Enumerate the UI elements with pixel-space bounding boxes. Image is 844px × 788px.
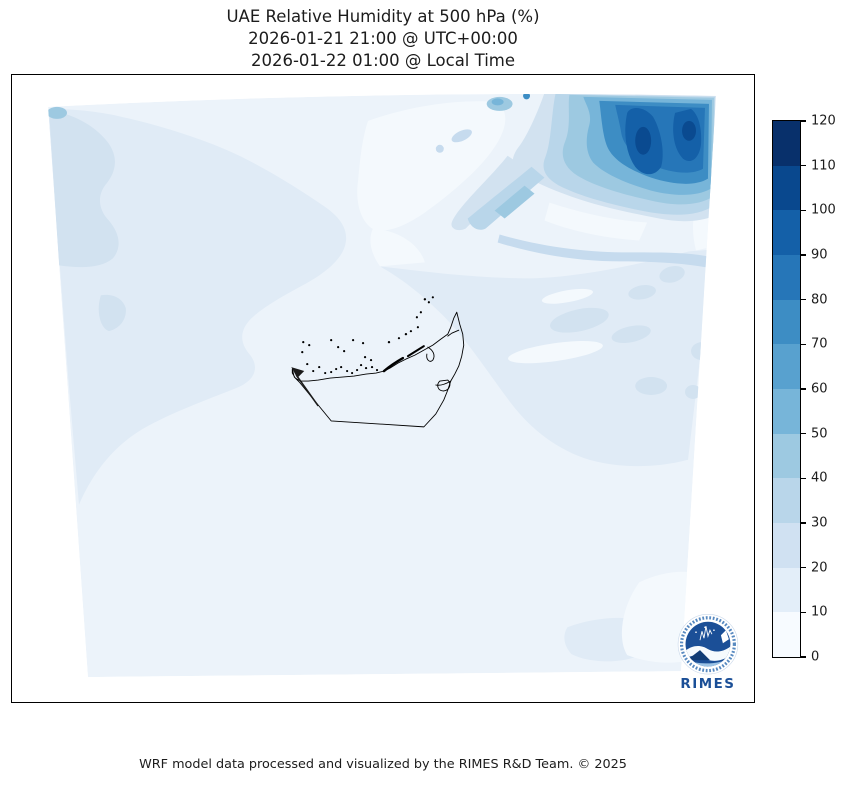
title-line-3: 2026-01-22 01:00 @ Local Time [250, 51, 516, 70]
colorbar-tick [801, 254, 806, 256]
colorbar-tick [801, 343, 806, 346]
colorbar: 0 10 20 30 40 50 60 70 80 90 100 110 120 [772, 115, 842, 664]
colorbar-tick [801, 566, 806, 569]
colorbar-tick-label: 20 [811, 560, 828, 576]
credit-text: WRF model data processed and visualized … [139, 757, 627, 772]
colorbar-segments [772, 120, 801, 658]
colorbar-tick-label: 90 [811, 247, 828, 263]
colorbar-segment [773, 255, 800, 300]
rimes-logo: RIMES [677, 613, 739, 692]
humidity-maximum-region [48, 93, 716, 231]
colorbar-tick-label: 80 [811, 292, 828, 308]
colorbar-tick [801, 388, 806, 390]
colorbar-segment [773, 389, 800, 434]
colorbar-segment [773, 612, 800, 658]
colorbar-tick-label: 120 [811, 113, 836, 129]
mouse-cursor [291, 367, 319, 407]
colorbar-tick-label: 40 [811, 470, 828, 486]
colorbar-tick-label: 60 [811, 381, 828, 397]
colorbar-tick [801, 164, 806, 167]
colorbar-tick [801, 477, 806, 480]
colorbar-segment [773, 210, 800, 256]
colorbar-tick [801, 298, 806, 301]
colorbar-tick [801, 432, 806, 435]
colorbar-segment [773, 478, 800, 524]
rimes-logo-ring-text [679, 616, 736, 673]
colorbar-segment [773, 299, 800, 345]
uae-coastline [291, 311, 465, 428]
colorbar-segment [773, 523, 800, 568]
colorbar-segment [773, 165, 800, 211]
map-canvas: RIMES [48, 93, 739, 692]
colorbar-tick-label: 110 [811, 158, 836, 174]
map-plot-frame: RIMES [11, 74, 755, 703]
colorbar-segment [773, 433, 800, 479]
contour-band-20-30 [49, 110, 713, 399]
colorbar-tick [801, 611, 806, 614]
title-line-1: UAE Relative Humidity at 500 hPa (%) [226, 7, 540, 26]
colorbar-tick [801, 209, 806, 212]
figure-title: UAE Relative Humidity at 500 hPa (%) 202… [11, 6, 755, 72]
colorbar-tick-label: 30 [811, 515, 828, 531]
colorbar-tick-label: 70 [811, 336, 828, 352]
colorbar-tick-label: 0 [811, 649, 820, 665]
title-line-2: 2026-01-21 21:00 @ UTC+00:00 [248, 29, 518, 48]
colorbar-tick-label: 50 [811, 426, 828, 442]
colorbar-segment [773, 121, 800, 166]
colorbar-segment [773, 567, 800, 613]
rimes-logo-text: RIMES [680, 677, 735, 692]
colorbar-tick [801, 120, 806, 122]
colorbar-tick [801, 522, 806, 524]
model-domain [48, 93, 716, 678]
colorbar-tick-label: 100 [811, 202, 836, 218]
island-dots [301, 296, 434, 375]
colorbar-tick [801, 656, 806, 658]
colorbar-tick-label: 10 [811, 604, 828, 620]
colorbar-segment [773, 344, 800, 390]
